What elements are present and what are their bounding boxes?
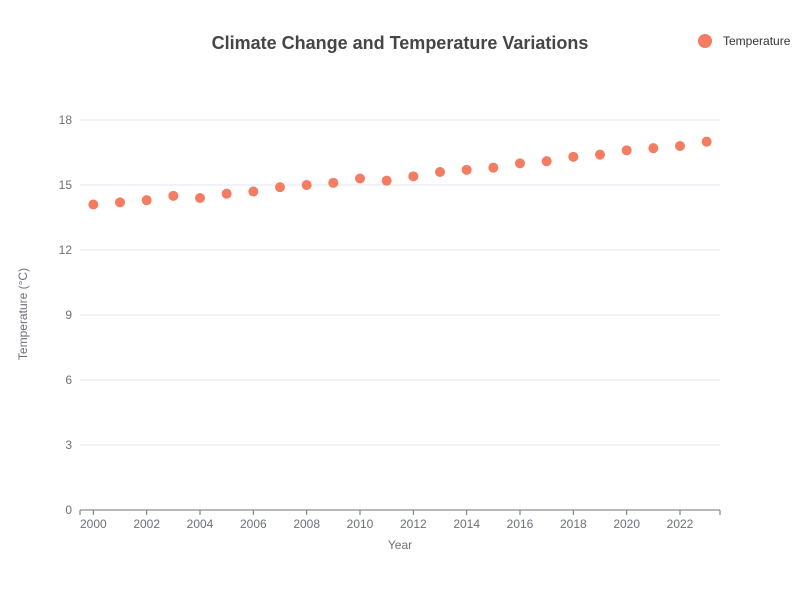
x-tick-label: 2006 [240,517,267,531]
data-point[interactable] [195,193,205,203]
x-tick-label: 2012 [400,517,427,531]
legend-label: Temperature [723,34,791,48]
data-point[interactable] [595,149,605,160]
data-point[interactable] [328,177,339,188]
data-point[interactable] [435,167,445,177]
x-tick-label: 2014 [453,517,480,531]
data-point[interactable] [541,156,552,167]
x-axis-ticks: 2000 2002 2004 2006 2008 2010 2012 2014 2016 2018… [79,510,721,531]
x-tick-label: 2020 [613,517,640,531]
y-tick-label: 0 [65,503,72,517]
grid-lines [80,119,720,446]
data-point[interactable] [221,188,232,199]
y-tick-label: 3 [65,438,72,452]
data-point[interactable] [168,190,179,201]
data-point[interactable] [301,180,312,190]
chart-title: Climate Change and Temperature Variation… [212,33,589,53]
y-tick-label: 6 [65,373,72,387]
x-tick-label: 2016 [507,517,534,531]
x-tick-label: 2008 [293,517,320,531]
data-point[interactable] [568,151,579,162]
data-point[interactable] [701,136,712,147]
x-axis-title: Year [388,538,412,552]
x-tick-label: 2002 [133,517,160,531]
data-point[interactable] [461,164,472,175]
y-tick-label: 9 [65,308,72,322]
y-tick-label: 12 [59,243,73,257]
legend-marker-icon [698,34,712,48]
data-point[interactable] [488,162,499,173]
data-point[interactable] [355,173,365,184]
data-point[interactable] [648,143,659,154]
data-point[interactable] [141,195,152,206]
y-axis-title: Temperature (°C) [16,268,30,360]
data-point[interactable] [675,141,685,151]
data-point[interactable] [515,158,525,169]
data-points [88,136,712,210]
y-tick-label: 15 [59,178,73,192]
data-point[interactable] [248,186,259,197]
x-tick-label: 2004 [187,517,214,531]
x-tick-label: 2010 [347,517,374,531]
x-tick-label: 2022 [667,517,694,531]
y-tick-label: 18 [59,113,73,127]
data-point[interactable] [621,145,632,156]
data-point[interactable] [115,197,125,208]
data-point[interactable] [381,175,392,186]
data-point[interactable] [408,171,419,182]
legend[interactable]: Temperature [698,34,791,48]
x-tick-label: 2000 [80,517,107,531]
x-tick-label: 2018 [560,517,587,531]
y-axis-ticks: 0 3 6 9 12 15 18 [59,113,73,517]
data-point[interactable] [88,199,99,210]
data-point[interactable] [275,182,285,193]
